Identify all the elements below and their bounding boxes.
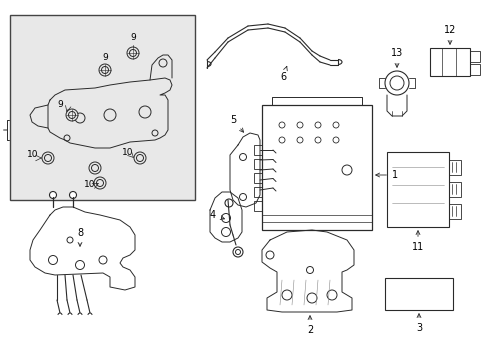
- Circle shape: [49, 192, 57, 198]
- Bar: [253, 173, 262, 183]
- Text: 1: 1: [375, 170, 397, 180]
- Text: 2: 2: [306, 316, 312, 335]
- Bar: [448, 182, 460, 197]
- Circle shape: [94, 177, 106, 189]
- Circle shape: [134, 152, 146, 164]
- Circle shape: [99, 64, 111, 76]
- Bar: [469, 51, 479, 62]
- Circle shape: [42, 152, 54, 164]
- Circle shape: [224, 199, 232, 207]
- Bar: [10, 15, 195, 200]
- Bar: [262, 105, 371, 230]
- Text: 6: 6: [279, 66, 286, 82]
- Bar: [448, 160, 460, 175]
- Circle shape: [232, 247, 243, 257]
- Text: 10: 10: [122, 148, 134, 157]
- Text: 5: 5: [229, 115, 243, 132]
- Bar: [469, 64, 479, 75]
- Circle shape: [69, 192, 76, 198]
- Bar: [10, 15, 195, 200]
- Text: 9: 9: [130, 33, 136, 42]
- Circle shape: [127, 47, 139, 59]
- Text: 13: 13: [390, 48, 402, 67]
- Circle shape: [66, 109, 78, 121]
- Text: 11: 11: [411, 231, 423, 252]
- Text: 9: 9: [57, 100, 63, 109]
- Text: 3: 3: [415, 314, 421, 333]
- Text: 10: 10: [27, 150, 39, 159]
- Bar: [253, 159, 262, 169]
- Bar: [429, 48, 469, 76]
- Bar: [253, 145, 262, 155]
- Bar: [386, 152, 448, 227]
- Text: 10: 10: [84, 180, 96, 189]
- Text: 7: 7: [0, 120, 9, 140]
- Bar: [253, 187, 262, 197]
- Bar: [253, 201, 262, 211]
- Circle shape: [89, 162, 101, 174]
- Text: 8: 8: [77, 228, 83, 246]
- Text: 9: 9: [102, 53, 108, 62]
- Text: 4: 4: [209, 210, 224, 220]
- Bar: [384, 278, 452, 310]
- Bar: [448, 204, 460, 219]
- Text: 12: 12: [443, 25, 455, 44]
